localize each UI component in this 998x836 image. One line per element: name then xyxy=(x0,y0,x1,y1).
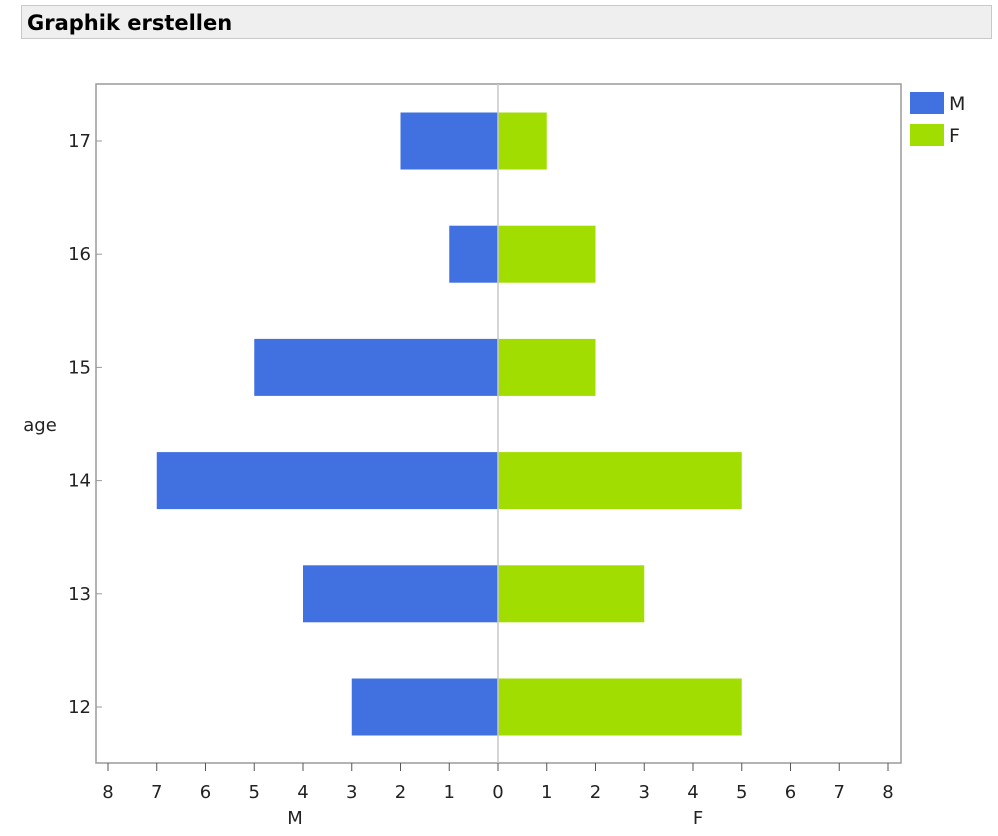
x-axis-title-right: F xyxy=(693,808,703,829)
y-axis-title: age xyxy=(23,415,57,436)
legend: M F xyxy=(910,92,965,147)
x-tick-label: 1 xyxy=(444,782,455,803)
bar-m-age-12 xyxy=(351,678,498,736)
x-tick-label: 6 xyxy=(785,782,796,803)
y-tick-label: 14 xyxy=(68,471,91,492)
x-axis-title-left: M xyxy=(287,808,303,829)
x-tick-label: 7 xyxy=(834,782,845,803)
x-tick-label: 8 xyxy=(102,782,113,803)
bar-f-age-13 xyxy=(498,565,645,623)
x-tick-label: 3 xyxy=(346,782,357,803)
legend-label-f: F xyxy=(949,125,960,147)
bar-m-age-17 xyxy=(400,112,498,170)
bar-f-age-12 xyxy=(498,678,742,736)
y-ticks: 17 16 15 14 13 12 xyxy=(68,131,102,718)
x-tick-label: 7 xyxy=(151,782,162,803)
bar-m-age-14 xyxy=(156,452,498,510)
x-tick-label: 4 xyxy=(687,782,698,803)
bar-f-age-15 xyxy=(498,338,596,396)
x-tick-label: 5 xyxy=(249,782,260,803)
y-tick-label: 12 xyxy=(68,697,91,718)
y-tick-label: 17 xyxy=(68,131,91,152)
x-tick-label: 2 xyxy=(590,782,601,803)
x-tick-label: 6 xyxy=(200,782,211,803)
bar-m-age-16 xyxy=(449,225,498,283)
bar-f-age-14 xyxy=(498,452,742,510)
x-tick-label: 0 xyxy=(492,782,503,803)
bar-f-age-17 xyxy=(498,112,547,170)
x-tick-label: 1 xyxy=(541,782,552,803)
y-tick-label: 15 xyxy=(68,357,91,378)
chart-title: Graphik erstellen xyxy=(27,11,233,35)
x-tick-label: 2 xyxy=(395,782,406,803)
y-tick-label: 16 xyxy=(68,244,91,265)
bar-m-age-15 xyxy=(254,338,498,396)
bar-m-age-13 xyxy=(303,565,498,623)
x-tick-label: 3 xyxy=(639,782,650,803)
y-tick-label: 13 xyxy=(68,584,91,605)
bars-layer xyxy=(156,112,742,736)
bar-f-age-16 xyxy=(498,225,596,283)
legend-label-m: M xyxy=(949,93,965,115)
x-tick-label: 4 xyxy=(297,782,308,803)
legend-swatch-m xyxy=(910,92,944,114)
x-ticks: 8 7 6 5 4 3 2 1 0 1 2 3 4 5 6 7 8 xyxy=(102,763,894,803)
x-tick-label: 5 xyxy=(736,782,747,803)
x-tick-label: 8 xyxy=(882,782,893,803)
legend-swatch-f xyxy=(910,124,944,146)
title-bar: Graphik erstellen xyxy=(21,5,992,39)
